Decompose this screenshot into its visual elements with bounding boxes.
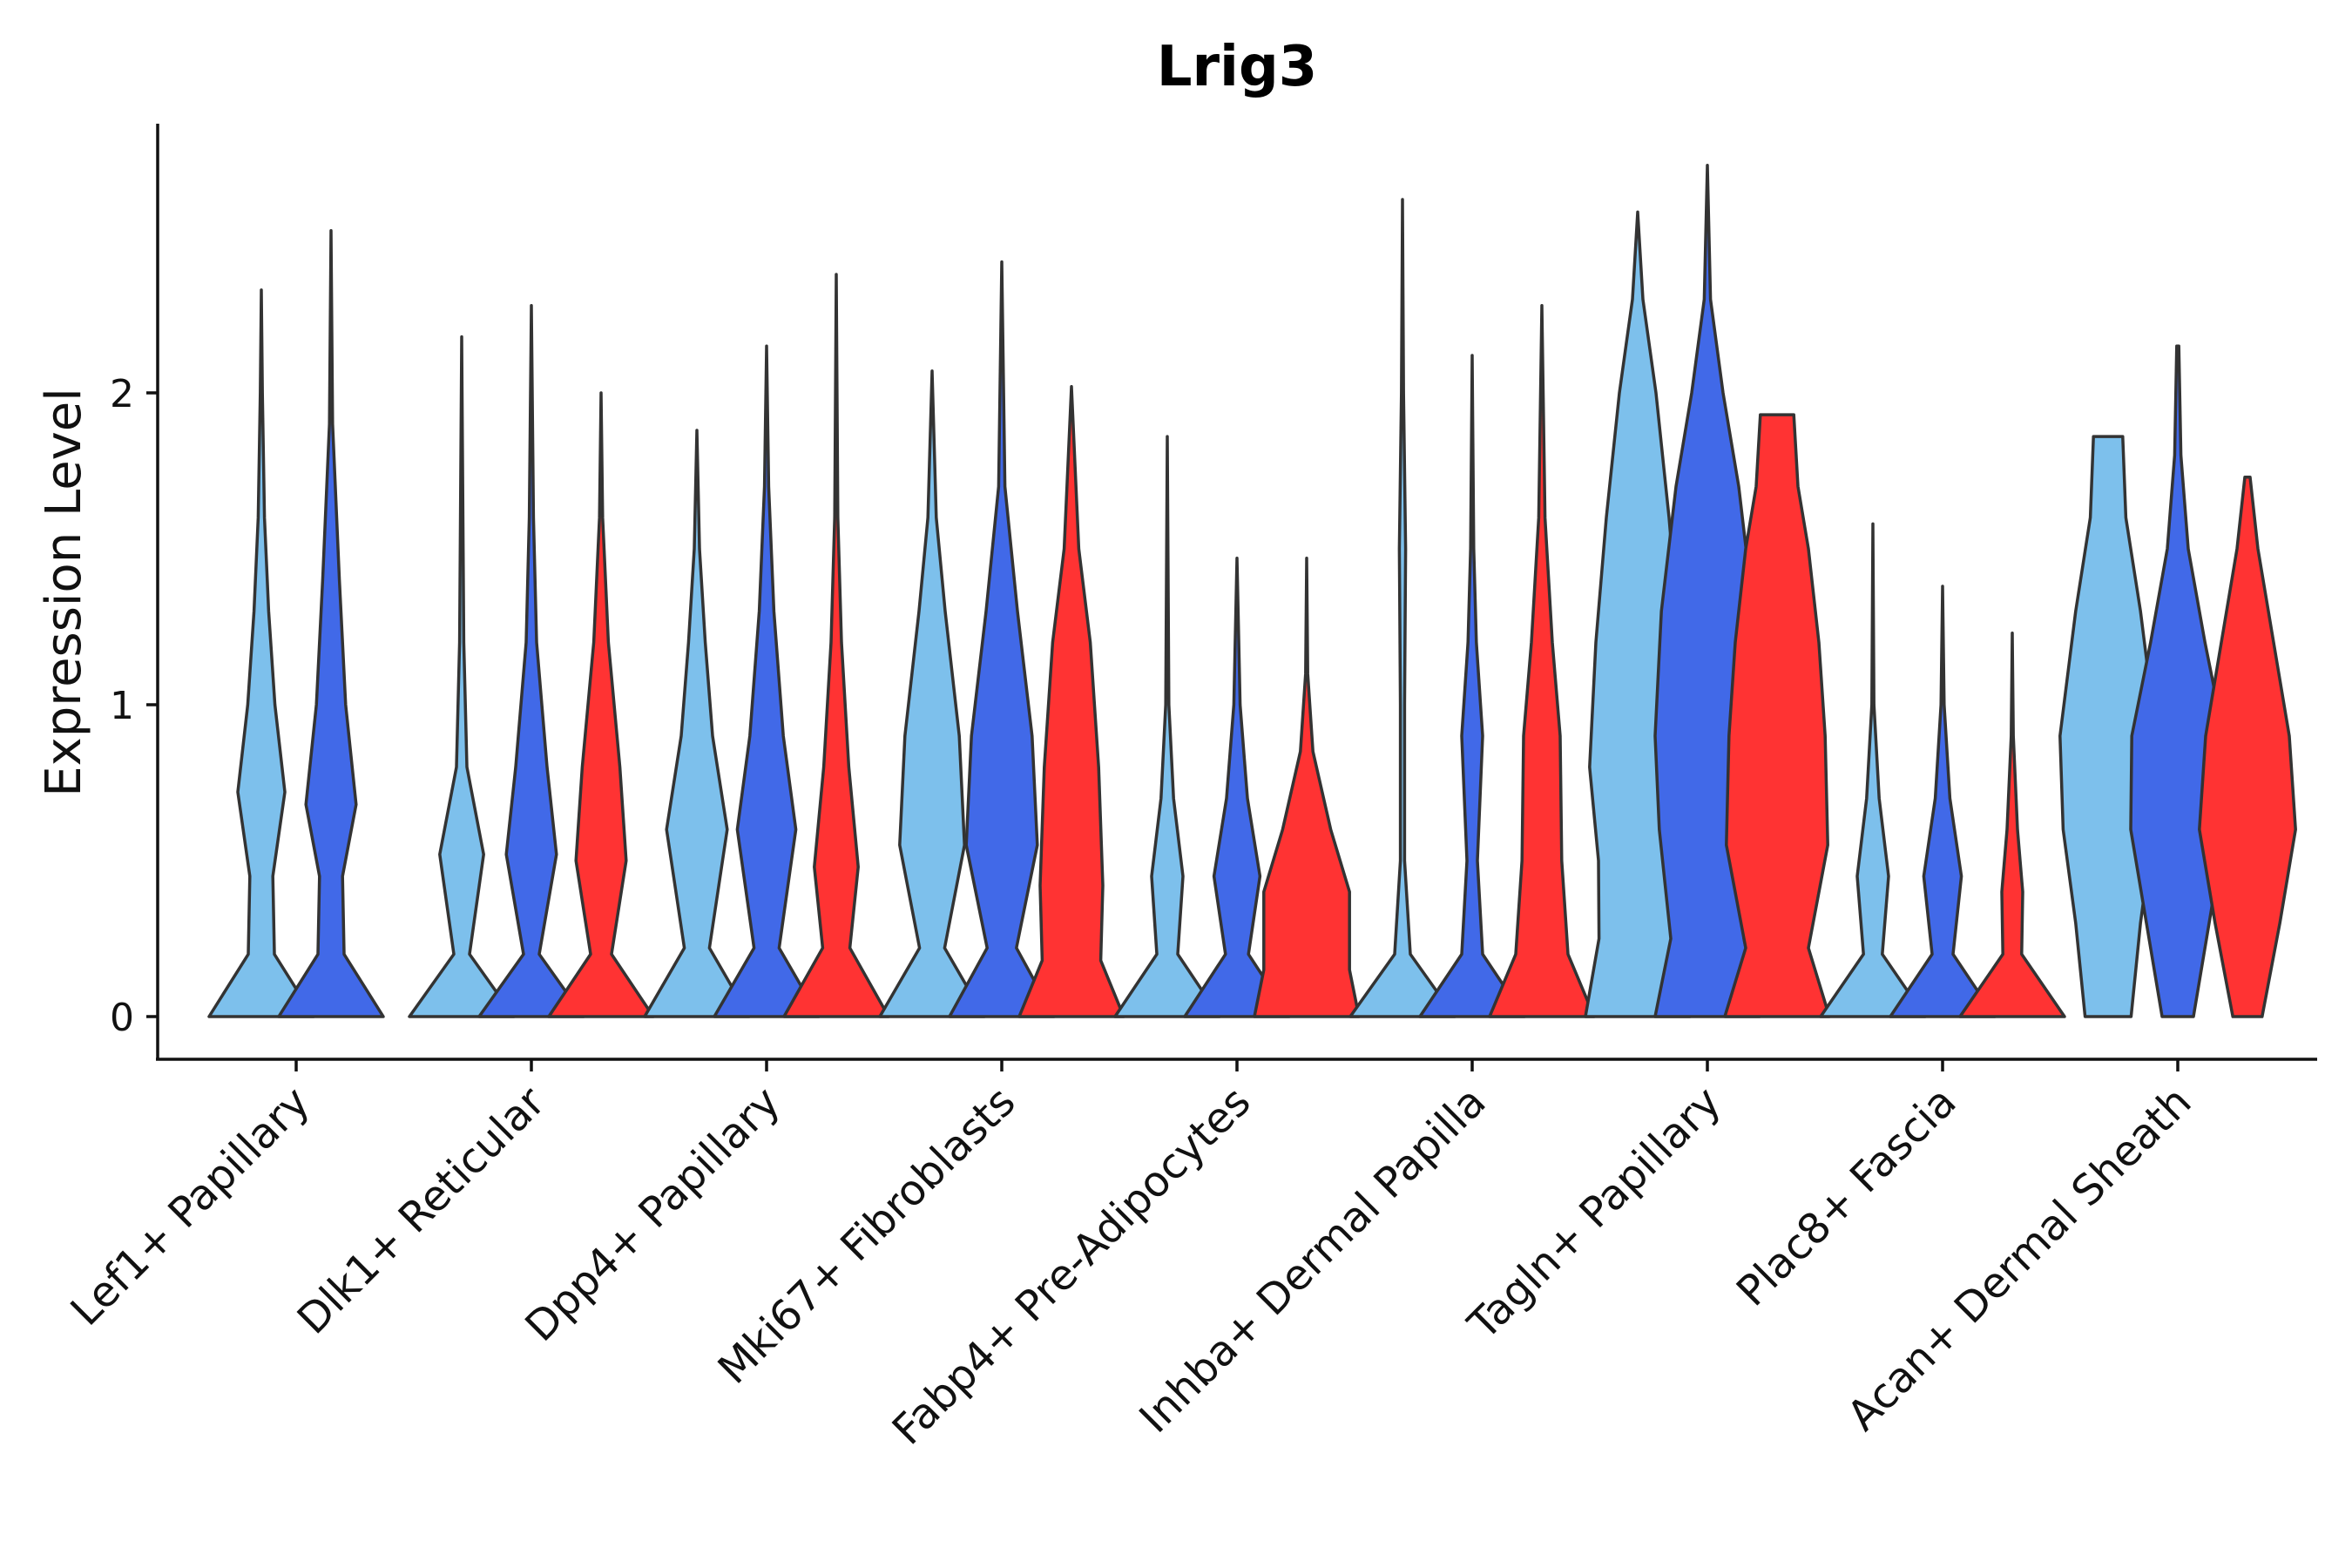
y-tick-label: 1 [110,684,134,728]
y-ticks: 0 1 2 [110,372,158,1040]
x-category-label: Dlk1+ Reticular [288,1078,555,1344]
violin-5-red [1253,556,1361,1018]
violin-2-royal-blue [477,304,585,1018]
violin-6-light-blue [1348,198,1456,1018]
x-category-label: Dpp4+ Papillary [516,1078,789,1351]
violin-4-red [1017,385,1125,1018]
violin-1-royal-blue [277,229,385,1018]
violin-4-light-blue [878,369,986,1018]
violin-2-red [547,391,655,1018]
y-tick-label: 2 [110,372,134,416]
violin-3-red [782,273,890,1018]
violin-1-light-blue [207,288,315,1018]
violin-layer [207,163,2297,1018]
violin-5-light-blue [1113,435,1221,1018]
violin-6-royal-blue [1418,354,1526,1018]
y-axis-label: Expression Level [36,388,92,797]
violin-8-red [1958,631,2066,1018]
chart-title: Lrig3 [1157,35,1318,99]
violin-3-light-blue [643,429,751,1018]
violin-6-red [1488,304,1596,1018]
violin-3-royal-blue [713,344,821,1018]
violin-9-red [2198,475,2297,1018]
violin-5-royal-blue [1183,556,1291,1018]
x-category-label: Lef1+ Papillary [62,1078,320,1335]
violin-7-red [1723,413,1831,1018]
violin-2-light-blue [408,335,516,1018]
y-tick-label: 0 [110,996,134,1040]
x-category-label: Plac8+ Fascia [1727,1078,1966,1316]
violin-9-royal-blue [2129,344,2227,1018]
violin-8-light-blue [1819,522,1927,1018]
x-category-label: Tagln+ Papillary [1458,1078,1730,1349]
violin-4-royal-blue [948,260,1056,1018]
violin-8-royal-blue [1889,585,1997,1018]
